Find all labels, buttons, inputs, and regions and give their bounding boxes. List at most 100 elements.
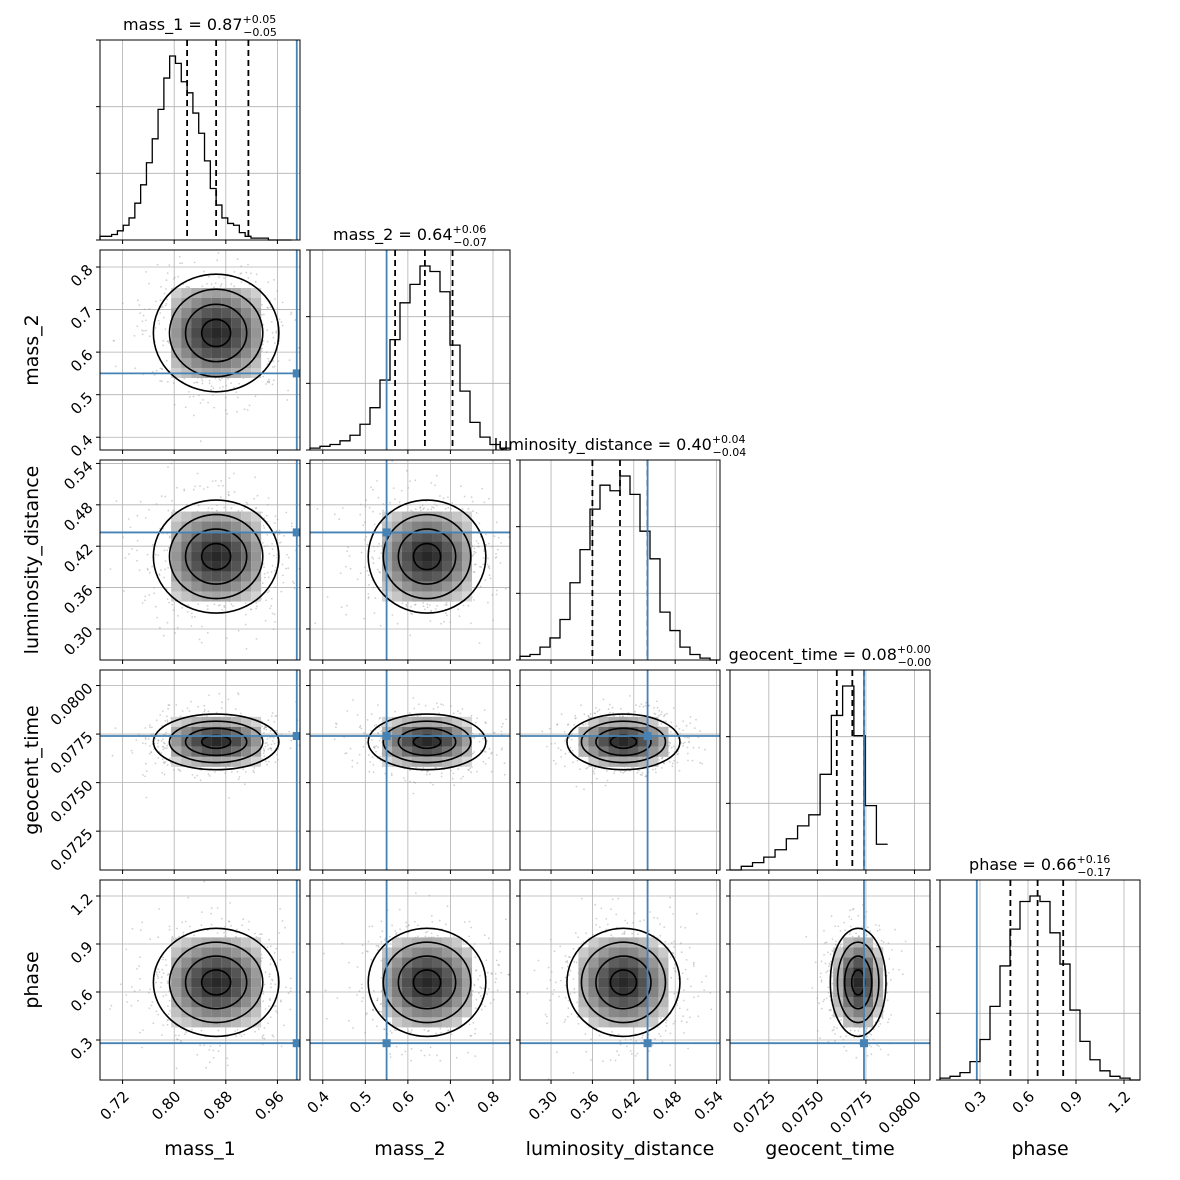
sample-point [474,551,477,554]
sample-point [265,760,267,763]
sample-point [423,507,425,509]
sample-point [280,590,283,593]
sample-point [210,389,213,391]
sample-point [678,769,681,772]
density-cell [181,541,192,552]
contour-4 [367,499,487,614]
sample-point [679,732,681,735]
density-cell [241,571,252,582]
sample-point [149,745,151,747]
sample-point [368,584,370,586]
sample-point [379,755,382,758]
sample-point [192,488,195,491]
sample-point [591,781,593,784]
density-cell [608,746,619,757]
sample-point [415,766,417,769]
density-cell [402,551,413,562]
sample-point [486,740,489,742]
panel-frame [729,669,931,871]
sample-point [663,715,665,718]
sample-point [156,742,159,745]
density-cell [241,591,252,602]
sample-point [373,725,376,727]
panel-mass_2-vs-luminosity_distance [306,459,515,664]
sample-point [675,725,678,728]
sample-point [620,707,622,710]
sample-point [693,727,696,730]
sample-point [267,307,269,309]
sample-point [583,713,586,716]
sample-point [227,698,230,701]
sample-point [272,379,275,382]
sample-point [269,747,272,750]
sample-point [240,272,243,275]
panel-frame [309,249,511,451]
sample-point [195,199,197,201]
density-cell [618,746,629,757]
sample-point [348,555,351,557]
sample-point [447,506,450,509]
density-cell [231,307,242,318]
sample-point [491,594,494,596]
density-cell [598,756,609,767]
sample-point [276,518,279,521]
density-cell [422,561,433,572]
sample-point [263,755,266,758]
sample-point [278,542,280,544]
sample-point [672,707,675,709]
sample-point [161,771,164,774]
density-cell [231,317,242,328]
sample-point [656,700,658,703]
sample-point [208,379,211,382]
sample-point [154,553,157,556]
sample-point [156,263,159,266]
sample-point [223,506,226,509]
sample-point [272,628,275,631]
sample-point [185,503,188,506]
sample-point [281,920,284,922]
sample-point [477,545,479,548]
density-cell [442,716,453,727]
density-cell [171,756,182,767]
sample-point [207,401,210,404]
sample-point [200,641,203,644]
density-cell [191,541,202,552]
sample-point [360,551,363,554]
sample-point [160,752,163,754]
sample-point [568,737,570,740]
sample-point [430,482,433,484]
sample-point [481,487,483,490]
sample-point [136,539,139,542]
density-cell [241,357,252,368]
sample-point [270,749,273,751]
sample-point [263,527,266,529]
sample-point [219,387,222,389]
sample-point [699,730,702,733]
density-cell [231,297,242,308]
sample-point [419,507,422,509]
sample-point [213,406,216,409]
sample-point [250,272,252,275]
sample-point [618,715,621,717]
sample-point [500,542,502,544]
sample-point [155,503,158,505]
sample-point [374,597,377,600]
sample-point [504,587,507,590]
density-cell [432,511,443,522]
sample-point [198,394,201,397]
sample-point [366,570,369,572]
sample-point [513,543,515,545]
sample-point [366,719,369,721]
sample-point [426,603,429,606]
density-cell [422,571,433,582]
sample-point [244,623,247,626]
sample-point [378,557,381,560]
sample-point [668,741,670,744]
sample-point [217,484,220,487]
density-cell [628,746,639,757]
density-cell [241,726,252,737]
sample-point [141,602,144,604]
sample-point [274,522,276,524]
sample-point [188,286,191,289]
sample-point [379,571,382,574]
